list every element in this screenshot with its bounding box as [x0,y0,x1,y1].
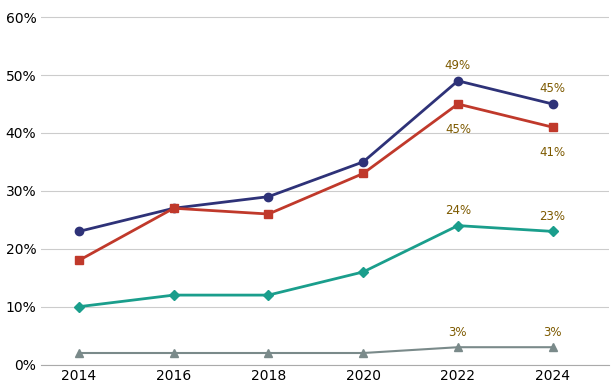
Text: 23%: 23% [539,210,566,223]
Text: 41%: 41% [539,146,566,159]
Text: 49%: 49% [445,59,471,72]
Text: 24%: 24% [445,204,471,217]
Text: 45%: 45% [539,82,566,95]
Text: 3%: 3% [544,326,562,338]
Text: 45%: 45% [445,123,471,136]
Text: 3%: 3% [449,326,467,338]
